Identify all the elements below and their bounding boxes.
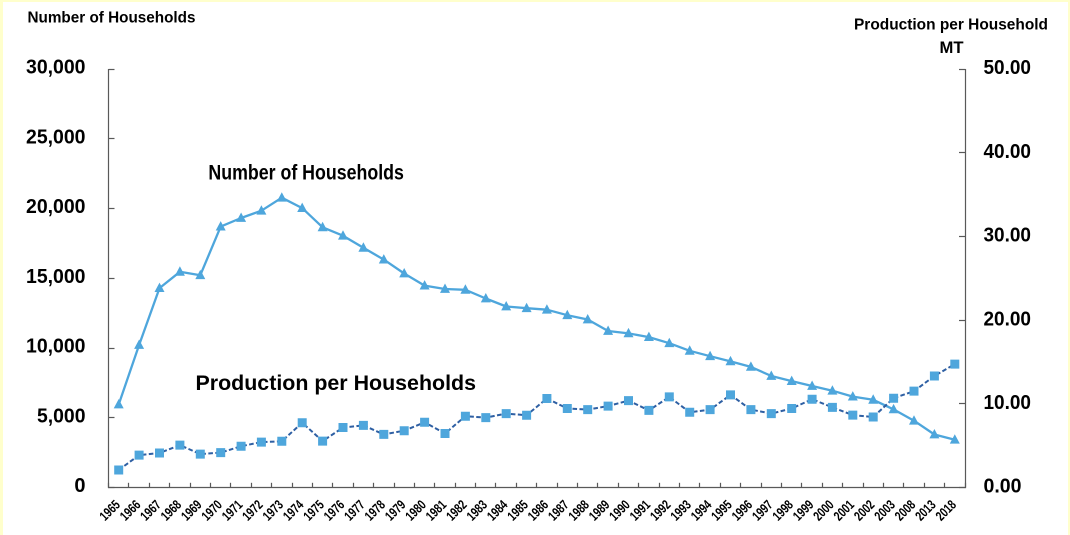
- svg-text:30,000: 30,000: [26, 57, 86, 79]
- svg-text:30.00: 30.00: [984, 225, 1032, 247]
- svg-text:10.00: 10.00: [984, 392, 1032, 414]
- svg-text:MT: MT: [940, 39, 964, 57]
- svg-text:10,000: 10,000: [26, 336, 86, 358]
- svg-text:50.00: 50.00: [984, 57, 1032, 79]
- svg-text:Production per Households: Production per Households: [196, 371, 477, 395]
- svg-text:5,000: 5,000: [37, 405, 86, 427]
- svg-text:25,000: 25,000: [26, 126, 86, 148]
- svg-text:0.00: 0.00: [984, 476, 1022, 498]
- svg-text:Number of Households: Number of Households: [28, 9, 196, 26]
- svg-text:0: 0: [74, 475, 85, 497]
- svg-text:Production per Household: Production per Household: [854, 17, 1048, 34]
- svg-text:Number of Households: Number of Households: [208, 161, 404, 184]
- svg-text:15,000: 15,000: [26, 266, 86, 288]
- svg-text:20,000: 20,000: [26, 196, 86, 218]
- svg-text:20.00: 20.00: [984, 308, 1032, 330]
- svg-text:40.00: 40.00: [984, 141, 1032, 163]
